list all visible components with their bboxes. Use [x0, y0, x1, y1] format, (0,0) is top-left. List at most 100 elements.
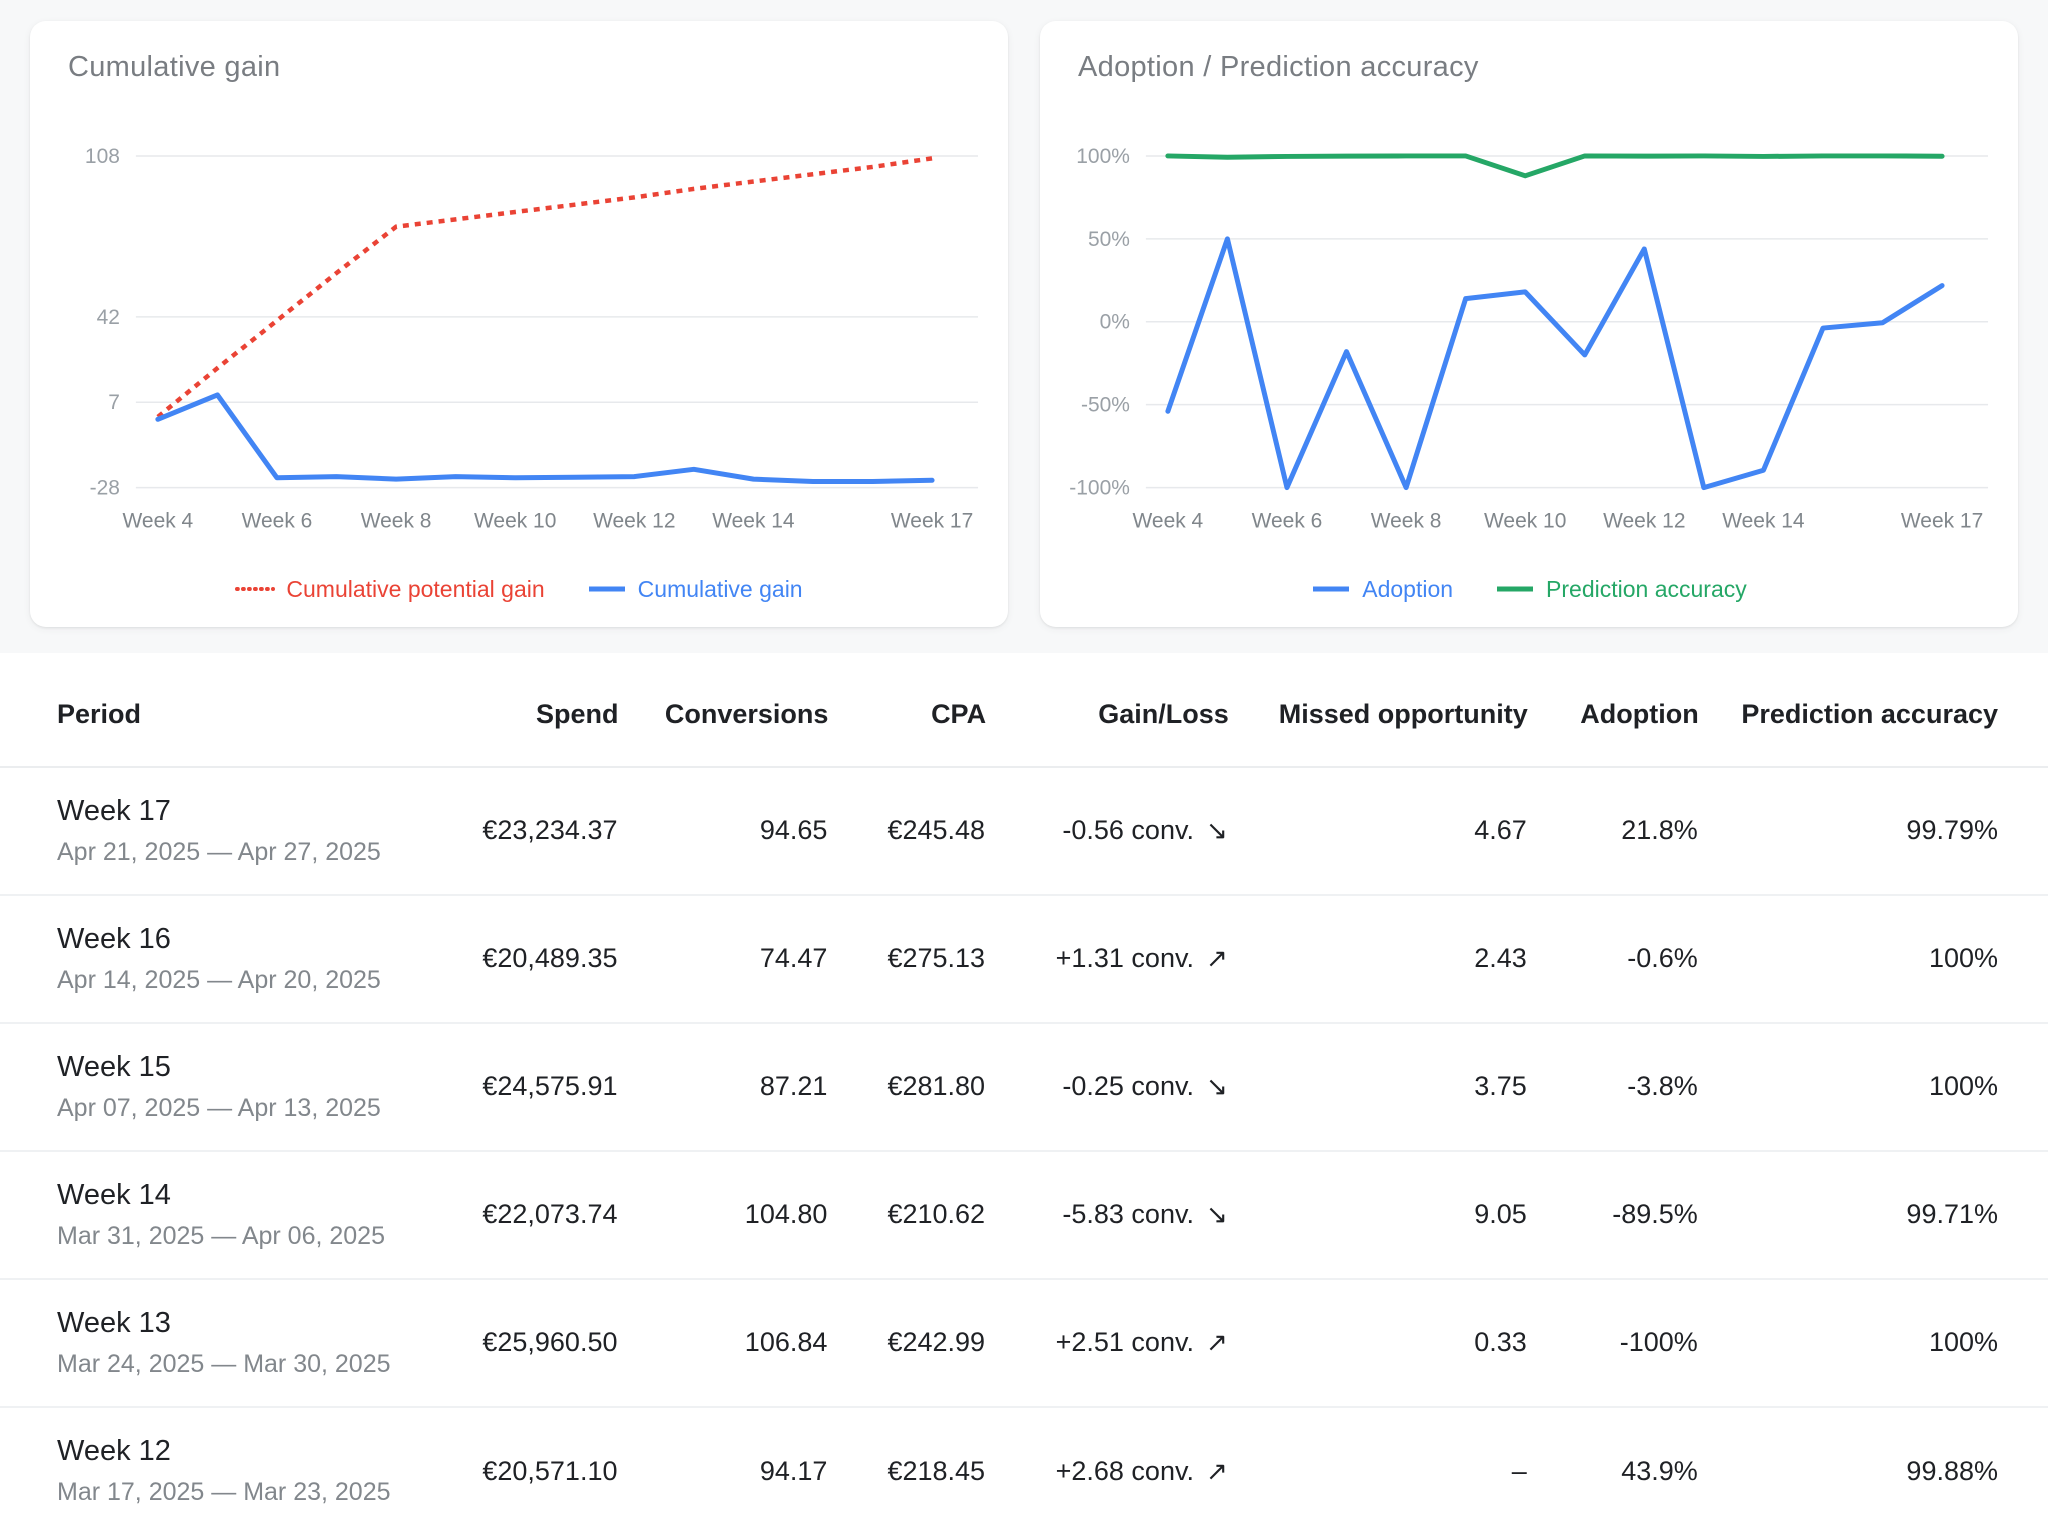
- cpa-cell: €275.13: [828, 894, 987, 1024]
- period-cell: Week 12 Mar 17, 2025 — Mar 23, 2025: [0, 1407, 399, 1535]
- column-header-cpa: CPA: [828, 652, 987, 768]
- adoption-cell: -3.8%: [1527, 1022, 1699, 1152]
- column-header-conversions: Conversions: [618, 652, 829, 768]
- cumulative-gain-title: Cumulative gain: [68, 51, 281, 83]
- adoption-cell: -0.6%: [1527, 894, 1699, 1024]
- table-body: Week 17 Apr 21, 2025 — Apr 27, 2025 €23,23…: [0, 766, 2048, 1535]
- missed-opportunity-cell: 9.05: [1228, 1150, 1528, 1280]
- y-axis-tick-label: -50%: [1081, 394, 1130, 417]
- column-header-gainloss: Gain/Loss: [986, 652, 1229, 768]
- table-row: Week 14 Mar 31, 2025 — Apr 06, 2025 €22,07…: [0, 1150, 2048, 1280]
- legend-item: Cumulative potential gain: [235, 576, 545, 603]
- prediction-accuracy-cell: 100%: [1698, 1022, 2048, 1152]
- gain-loss-cell: -5.83 conv. ↘: [986, 1150, 1229, 1280]
- period-cell: Week 16 Apr 14, 2025 — Apr 20, 2025: [0, 894, 400, 1024]
- line-chart-canvas[interactable]: 100% 50% 0% -50% -100%Week 4 Week 6 Week 8 Week…: [1040, 96, 2018, 568]
- y-axis-tick-label: 108: [85, 145, 120, 168]
- missed-opportunity-cell: 3.75: [1228, 1022, 1528, 1152]
- cumulative-gain-legend: Cumulative potential gain Cumulative gain: [30, 576, 1008, 603]
- dotted-line-swatch-icon: [235, 587, 276, 592]
- x-axis-tick-label: Week 12: [1603, 510, 1685, 533]
- column-header-adoption: Adoption: [1527, 652, 1699, 768]
- x-axis-tick-label: Week 10: [474, 510, 556, 533]
- cumulative-gain-chart[interactable]: 108 42 7 -28 Week 4 Week 6 Week 8 Week 10 Week 1…: [30, 96, 1008, 568]
- x-axis-tick-label: Week 10: [1484, 510, 1566, 533]
- legend-label: Cumulative gain: [637, 575, 803, 602]
- spend-cell: €25,960.50: [399, 1278, 619, 1408]
- adoption-accuracy-legend: Adoption Prediction accuracy: [1040, 576, 2018, 603]
- x-axis-tick-label: Week 4: [1133, 510, 1204, 533]
- trend-down-arrow-icon: ↘: [1205, 815, 1228, 846]
- gain-loss-cell: +2.68 conv. ↗: [986, 1407, 1229, 1535]
- legend-label: Adoption: [1362, 575, 1454, 602]
- cpa-cell: €218.45: [887, 1455, 986, 1486]
- adoption-cell: -100%: [1527, 1278, 1699, 1408]
- table-row: Week 17 Apr 21, 2025 — Apr 27, 2025 €23,23…: [0, 766, 2048, 896]
- gain-loss-cell: +2.51 conv. ↗: [986, 1278, 1229, 1408]
- column-header-period: Period: [0, 652, 400, 768]
- legend-item: Adoption: [1311, 576, 1453, 603]
- weekly-metrics-table: Period Spend Conversions CPA Gain/Loss Missed…: [0, 652, 2048, 1535]
- table-row: Week 16 Apr 14, 2025 — Apr 20, 2025 €20,48…: [0, 894, 2048, 1024]
- gain-loss-value: +2.51 conv.: [1055, 1327, 1194, 1358]
- missed-opportunity-cell: 4.67: [1228, 766, 1528, 896]
- week-date-range: Mar 17, 2025 — Mar 23, 2025: [57, 1478, 391, 1507]
- gain-loss-value: -0.25 conv.: [1062, 1071, 1194, 1102]
- conversions-cell: 104.80: [618, 1150, 829, 1280]
- conversions-cell: 74.47: [618, 894, 829, 1024]
- series-line-cumulative-potential-gain[interactable]: [156, 156, 933, 419]
- week-label: Week 14: [57, 1178, 171, 1211]
- gain-loss-value: +1.31 conv.: [1055, 943, 1194, 974]
- spend-cell: €20,489.35: [399, 894, 619, 1024]
- x-axis-tick-label: Week 6: [1252, 510, 1323, 533]
- week-date-range: Apr 21, 2025 — Apr 27, 2025: [57, 837, 381, 866]
- week-label: Week 16: [57, 922, 171, 955]
- trend-down-arrow-icon: ↘: [1205, 1071, 1228, 1102]
- missed-opportunity-cell: 0.33: [1228, 1278, 1528, 1408]
- x-axis-tick-label: Week 14: [1722, 510, 1805, 533]
- week-label: Week 13: [57, 1306, 171, 1339]
- line-swatch-icon: [1313, 586, 1350, 592]
- prediction-accuracy-cell: 100%: [1698, 894, 2048, 1024]
- gain-loss-cell: -0.56 conv. ↘: [986, 766, 1229, 896]
- week-date-range: Mar 24, 2025 — Mar 30, 2025: [57, 1349, 391, 1378]
- conversions-cell: 87.21: [618, 1022, 829, 1152]
- gain-loss-cell: +1.31 conv. ↗: [986, 894, 1229, 1024]
- column-header-spend: Spend: [399, 652, 619, 768]
- legend-label: Prediction accuracy: [1546, 575, 1747, 602]
- week-label: Week 12: [57, 1435, 171, 1468]
- cpa-cell: €281.80: [828, 1022, 987, 1152]
- x-axis-tick-label: Week 8: [361, 510, 432, 533]
- week-date-range: Apr 07, 2025 — Apr 13, 2025: [57, 1093, 381, 1122]
- table-row: Week 12 Mar 17, 2025 — Mar 23, 2025 €20,57…: [0, 1407, 2048, 1535]
- line-swatch-icon: [1497, 586, 1534, 592]
- trend-up-arrow-icon: ↗: [1205, 1327, 1228, 1358]
- x-axis-tick-label: Week 14: [712, 510, 795, 533]
- adoption-cell: 21.8%: [1527, 766, 1699, 896]
- spend-cell: €23,234.37: [399, 766, 619, 896]
- trend-up-arrow-icon: ↗: [1205, 943, 1228, 974]
- charts-section: Cumulative gain 108 42 7 -28 Week 4 Week 6 Wee…: [0, 0, 2048, 653]
- period-cell: Week 14 Mar 31, 2025 — Apr 06, 2025: [0, 1150, 400, 1280]
- column-header-missed: Missed opportunity: [1228, 652, 1528, 768]
- trend-up-arrow-icon: ↗: [1205, 1455, 1228, 1486]
- series-line-adoption[interactable]: [1165, 236, 1945, 491]
- series-line-cumulative-gain[interactable]: [155, 392, 935, 485]
- x-axis-tick-label: Week 17: [1901, 510, 1983, 533]
- adoption-accuracy-chart[interactable]: 100% 50% 0% -50% -100% Week 4 Week 6 Week 8 Week…: [1040, 96, 2018, 568]
- cpa-cell: €242.99: [828, 1278, 987, 1408]
- adoption-accuracy-card: Adoption / Prediction accuracy 100% 50% 0%…: [1040, 21, 2018, 627]
- line-swatch-icon: [588, 586, 625, 592]
- missed-opportunity-cell: –: [1511, 1455, 1527, 1486]
- spend-cell: €20,571.10: [482, 1455, 618, 1486]
- prediction-accuracy-cell: 99.79%: [1698, 766, 2048, 896]
- prediction-accuracy-cell: 100%: [1698, 1278, 2048, 1408]
- y-axis-tick-label: 50%: [1088, 228, 1130, 251]
- period-cell: Week 15 Apr 07, 2025 — Apr 13, 2025: [0, 1022, 400, 1152]
- y-axis-tick-label: 7: [108, 391, 120, 414]
- series-line-prediction-accuracy[interactable]: [1165, 153, 1945, 179]
- table-header: Period Spend Conversions CPA Gain/Loss Missed…: [0, 652, 2048, 768]
- conversions-cell: 94.17: [759, 1455, 828, 1486]
- week-date-range: Apr 14, 2025 — Apr 20, 2025: [57, 965, 381, 994]
